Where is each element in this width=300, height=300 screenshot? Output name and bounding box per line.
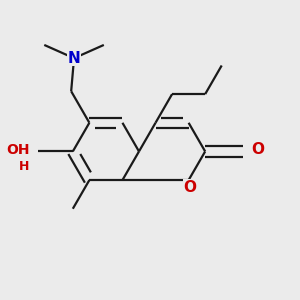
- Text: H: H: [19, 160, 29, 173]
- Text: OH: OH: [6, 143, 29, 157]
- Text: N: N: [68, 51, 80, 66]
- Text: O: O: [251, 142, 264, 158]
- Text: O: O: [184, 180, 196, 195]
